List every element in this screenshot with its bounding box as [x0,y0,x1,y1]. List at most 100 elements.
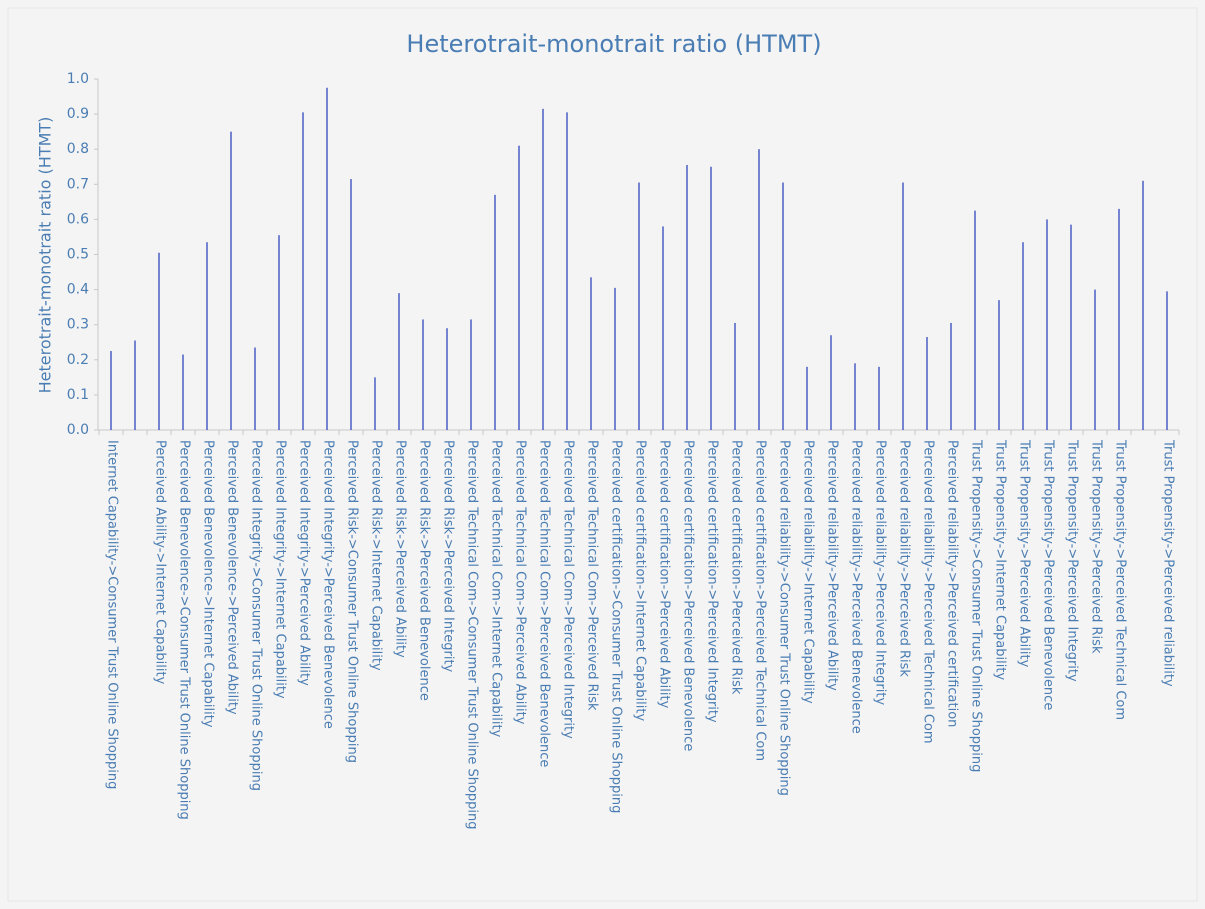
x-tick-label: Perceived reliability->Perceived Technic… [921,440,936,744]
x-tick-label: Perceived Ability->Internet Capability [153,440,168,685]
bar [950,322,952,430]
x-tick-label: Trust Propensity->Consumer Trust Online … [969,439,984,772]
bar [830,335,832,430]
bar [686,164,688,430]
bar [158,252,160,430]
x-tick-label: Perceived certification->Perceived Techn… [753,440,768,761]
y-tick-label: 0.7 [67,176,89,192]
x-tick-label: Perceived certification->Perceived Abili… [657,440,672,709]
bar [470,319,472,430]
bar [614,287,616,430]
chart-title: Heterotrait-monotrait ratio (HTMT) [406,30,821,58]
y-tick-label: 0.5 [67,247,89,263]
bar [902,182,904,430]
y-tick-label: 1.0 [67,71,89,87]
bar [1118,208,1120,430]
x-tick-label: Perceived Risk->Consumer Trust Online Sh… [345,440,360,763]
bar [590,277,592,430]
x-tick-label: Internet Capability->Consumer Trust Onli… [105,440,120,789]
x-tick-label: Perceived Risk->Perceived Benevolence [417,440,432,701]
x-tick-label: Perceived Risk->Perceived Integrity [441,440,456,673]
bar [134,340,136,430]
y-tick-label: 0.8 [67,141,89,157]
bar [1046,219,1048,430]
x-tick-label: Trust Propensity->Perceived Benevolence [1041,439,1056,710]
bar [350,179,352,430]
x-tick-label: Perceived Benevolence->Consumer Trust On… [177,440,192,820]
x-tick-label: Perceived reliability->Internet Capabili… [801,440,816,704]
x-tick-label: Perceived Technical Com->Perceived Benev… [537,440,552,767]
x-tick-label: Perceived reliability->Perceived Ability [825,440,840,691]
x-tick-label: Perceived Technical Com->Perceived Integ… [561,440,576,739]
bar [326,87,328,431]
bar [854,363,856,430]
x-tick-label: Perceived Integrity->Perceived Benevolen… [321,440,336,729]
bar [1166,291,1168,430]
bar [182,354,184,430]
bar [1070,224,1072,430]
x-tick-label: Perceived certification->Internet Capabi… [633,440,648,721]
bar [494,194,496,430]
x-tick-label: Perceived reliability->Consumer Trust On… [777,440,792,796]
bar [734,322,736,430]
x-tick-label: Trust Propensity->Perceived reliability [1161,439,1176,687]
x-tick-label: Perceived Technical Com->Internet Capabi… [489,440,504,738]
x-tick-label: Perceived certification->Consumer Trust … [609,440,624,813]
bar [278,235,280,430]
x-tick-label: Perceived Technical Com->Consumer Trust … [465,440,480,830]
y-tick-label: 0.4 [67,282,89,298]
x-tick-label: Perceived certification->Perceived Risk [729,440,744,695]
bar [638,182,640,430]
x-tick-label: Trust Propensity->Perceived Technical Co… [1113,439,1128,720]
bar [662,226,664,430]
bar [806,366,808,430]
x-tick-label: Perceived Benevolence->Internet Capabili… [201,440,216,728]
x-tick-label: Trust Propensity->Perceived Integrity [1065,439,1080,682]
x-tick-label: Perceived reliability->Perceived Benevol… [849,440,864,734]
panel [7,7,1198,902]
x-tick-label: Trust Propensity->Perceived Ability [1017,439,1032,668]
x-tick-label: Perceived reliability->Perceived Risk [897,440,912,677]
x-tick-label: Perceived certification->Perceived Integ… [705,440,720,723]
bar [302,112,304,430]
bar [110,351,112,430]
y-tick-label: 0.3 [67,317,89,333]
bar [998,300,1000,430]
bar [710,166,712,430]
x-tick-label: Perceived Technical Com->Perceived Risk [585,440,600,711]
x-tick-label: Perceived reliability->Perceived certifi… [945,440,960,727]
x-tick-label: Perceived Benevolence->Perceived Ability [225,440,240,715]
x-tick-label: Perceived Risk->Perceived Ability [393,440,408,658]
x-tick-label: Trust Propensity->Perceived Risk [1089,439,1104,654]
bar [230,131,232,430]
y-tick-label: 0.1 [67,387,89,403]
y-tick-label: 0.6 [67,211,89,227]
x-tick-label: Perceived reliability->Perceived Integri… [873,440,888,705]
bar [1094,289,1096,430]
y-tick-label: 0.0 [67,422,89,438]
bar [566,112,568,430]
bar [974,210,976,430]
bar [542,108,544,431]
bar [422,319,424,430]
x-tick-label: Perceived Technical Com->Perceived Abili… [513,440,528,725]
bar [374,377,376,430]
bar [758,149,760,430]
bar [1142,180,1144,430]
x-tick-label: Trust Propensity->Internet Capability [993,439,1008,680]
x-tick-label: Perceived Integrity->Perceived Ability [297,440,312,686]
bar [446,328,448,430]
x-tick-label: Perceived Integrity->Consumer Trust Onli… [249,440,264,791]
y-tick-label: 0.9 [67,106,89,122]
bar [926,336,928,430]
x-tick-label: Perceived Risk->Internet Capability [369,440,384,671]
bar [1022,242,1024,430]
x-tick-label: Perceived certification->Perceived Benev… [681,440,696,751]
x-tick-label: Perceived Integrity->Internet Capability [273,440,288,699]
y-axis-label: Heterotrait-monotrait ratio (HTMT) [36,117,55,394]
bar [398,293,400,430]
y-tick-label: 0.2 [67,352,89,368]
bar [518,145,520,430]
bar [206,242,208,430]
